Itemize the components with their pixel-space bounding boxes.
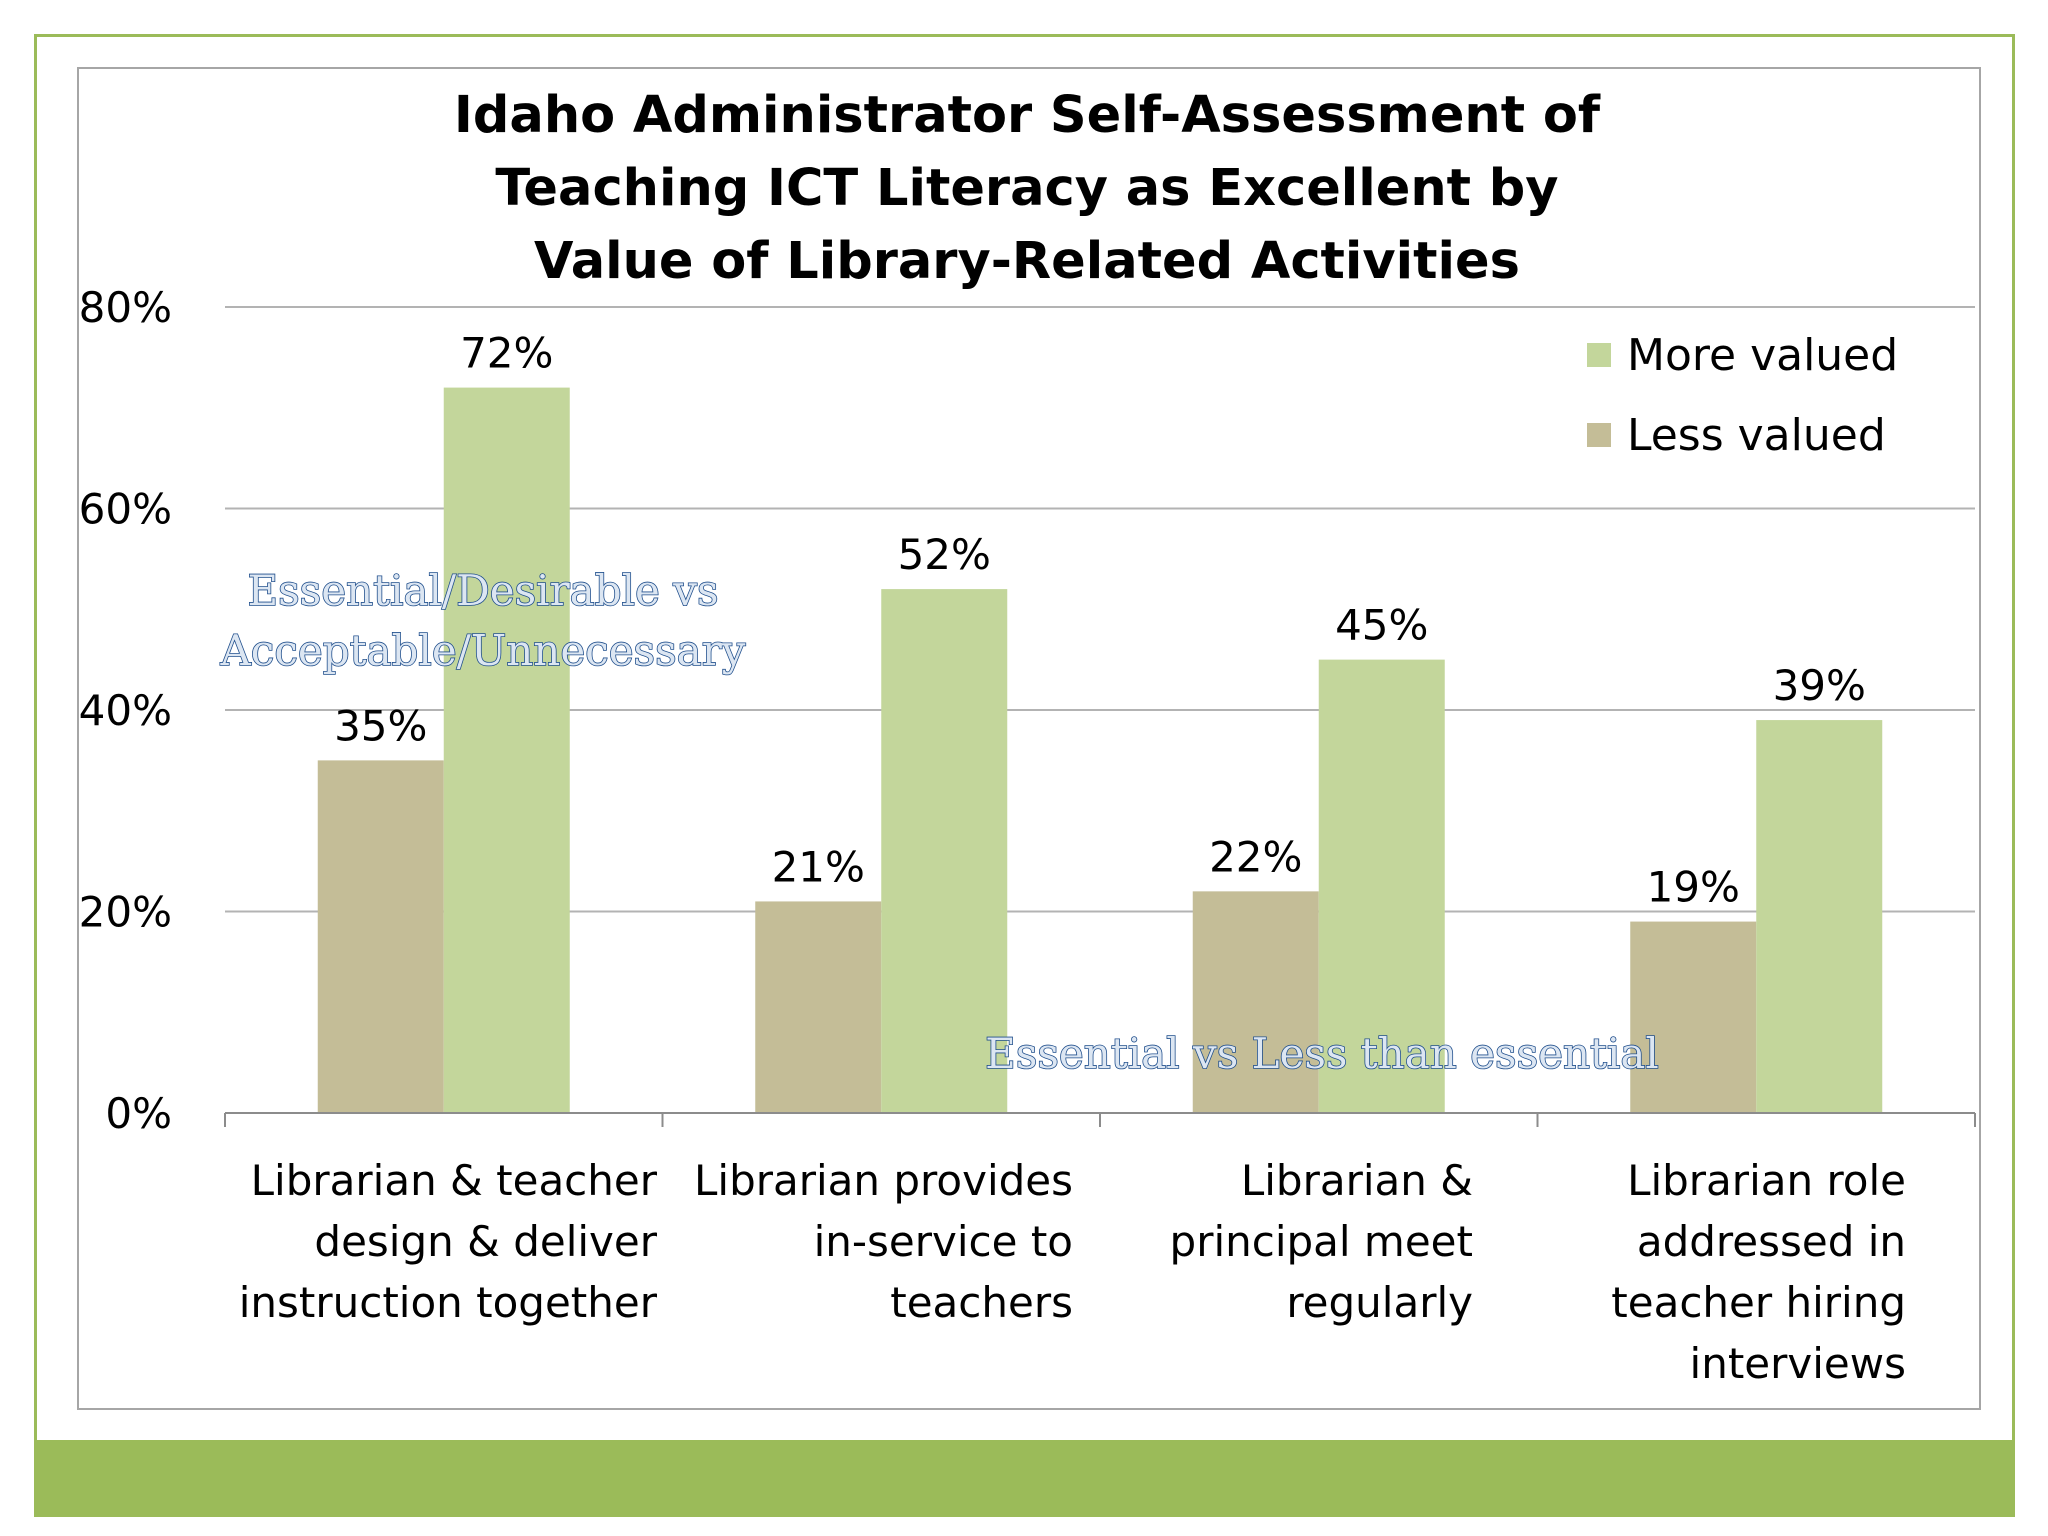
bar-more-valued — [1318, 659, 1445, 1113]
y-tick-label: 80% — [79, 283, 172, 332]
category-label-line: Librarian & teacher — [251, 1156, 658, 1205]
labels: 35% 72% Librarian & teacher design & delive… — [239, 329, 1906, 1388]
bar-more-valued — [1756, 720, 1883, 1113]
legend-swatch — [1587, 343, 1611, 367]
data-label: 39% — [1773, 661, 1866, 710]
y-tick-label: 60% — [79, 485, 172, 534]
annotation-essential-vs-less: Essential vs Less than essential — [985, 1029, 1659, 1078]
category-label-line: principal meet — [1170, 1217, 1473, 1266]
legend-label: Less valued — [1627, 410, 1886, 461]
category-label-line: addressed in — [1637, 1217, 1906, 1266]
legend: More valued Less valued — [1587, 330, 1898, 461]
legend-swatch — [1587, 423, 1611, 447]
category-label-line: Librarian role — [1627, 1156, 1906, 1205]
bar-less-valued — [755, 901, 882, 1113]
category-label-line: interviews — [1690, 1339, 1906, 1388]
annotation-line: Essential vs Less than essential — [985, 1029, 1659, 1078]
category-label-line: in-service to — [814, 1217, 1073, 1266]
chart-title-line: Idaho Administrator Self-Assessment of — [454, 86, 1601, 145]
chart-title-line: Teaching ICT Literacy as Excellent by — [495, 159, 1558, 218]
category-label-line: Librarian & — [1241, 1156, 1473, 1205]
category-label: Librarian provides in-service to teachers — [694, 1156, 1073, 1327]
category-label-line: teacher hiring — [1611, 1278, 1906, 1327]
data-label: 35% — [334, 701, 427, 750]
category-label-line: instruction together — [239, 1278, 658, 1327]
data-label: 72% — [460, 329, 553, 378]
category-label-line: teachers — [890, 1278, 1073, 1327]
category-label: Librarian & principal meet regularly — [1170, 1156, 1473, 1327]
y-tick-label: 0% — [105, 1089, 172, 1138]
bar-less-valued — [1192, 891, 1319, 1113]
bar-less-valued — [317, 760, 444, 1113]
data-label: 22% — [1209, 832, 1302, 881]
data-label: 45% — [1335, 601, 1428, 650]
annotation-line: Essential/Desirable vs — [247, 566, 718, 615]
legend-label: More valued — [1627, 330, 1898, 381]
category-label-line: Librarian provides — [694, 1156, 1073, 1205]
y-tick-label: 20% — [79, 888, 172, 937]
chart-title: Idaho Administrator Self-Assessment of Te… — [454, 86, 1601, 291]
y-tick-label: 40% — [79, 686, 172, 735]
chart-title-line: Value of Library-Related Activities — [534, 232, 1520, 291]
bottom-band — [34, 1440, 2015, 1517]
data-label: 19% — [1647, 863, 1740, 912]
bar-more-valued — [881, 589, 1008, 1113]
annotation-essential-desirable: Essential/Desirable vs Acceptable/Unneces… — [219, 566, 745, 675]
data-label: 52% — [898, 530, 991, 579]
annotation-line: Acceptable/Unnecessary — [219, 626, 745, 675]
category-label-line: design & deliver — [314, 1217, 657, 1266]
axes: 0% 20% 40% 60% 80% — [79, 283, 1976, 1138]
chart-area-border — [77, 67, 1981, 1410]
data-label: 21% — [772, 842, 865, 891]
bars — [317, 387, 1883, 1114]
category-label: Librarian & teacher design & deliver instr… — [239, 1156, 658, 1327]
annotations: Essential/Desirable vs Acceptable/Unneces… — [219, 565, 1660, 1079]
bar-less-valued — [1630, 921, 1757, 1113]
bar-more-valued — [443, 387, 570, 1114]
category-label: Librarian role addressed in teacher hiring… — [1611, 1156, 1906, 1388]
category-label-line: regularly — [1286, 1278, 1473, 1327]
